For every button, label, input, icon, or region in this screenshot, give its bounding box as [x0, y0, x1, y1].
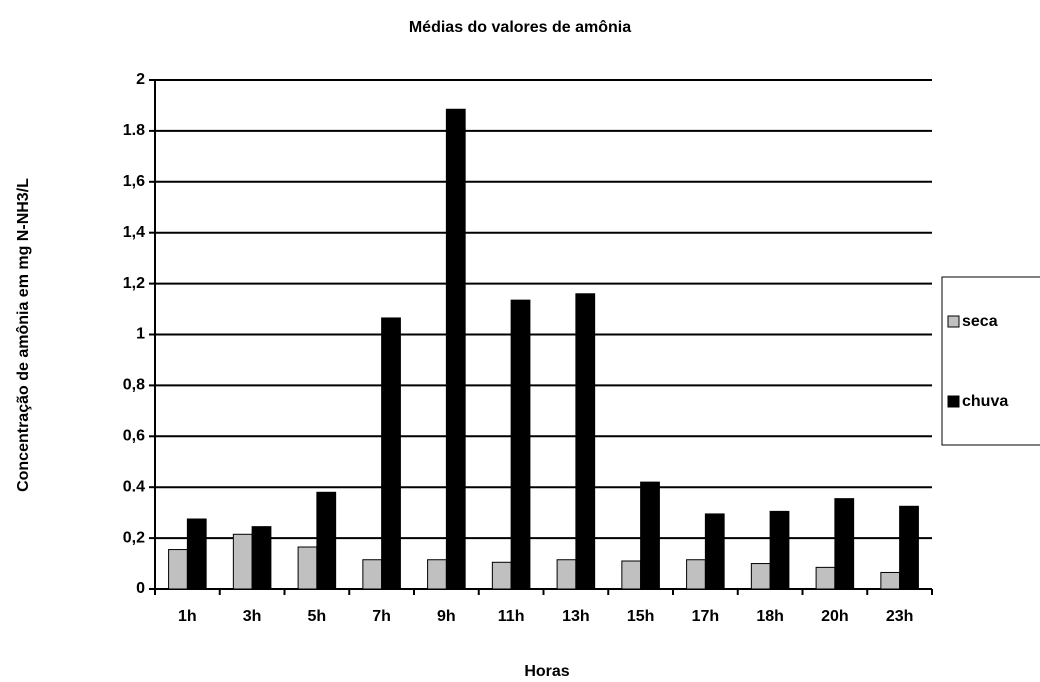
y-tick-label: 0,6 — [123, 428, 145, 445]
bar — [621, 560, 642, 590]
bar — [510, 299, 531, 590]
bar — [704, 513, 725, 590]
chart-title: Médias do valores de amônia — [409, 19, 631, 36]
x-tick-label: 3h — [243, 608, 262, 625]
bar — [556, 559, 577, 590]
bar — [686, 559, 706, 590]
y-tick-label: 2 — [136, 71, 145, 88]
legend-swatch — [947, 315, 960, 328]
y-tick-label: 1,4 — [123, 224, 145, 241]
x-tick-label: 20h — [821, 608, 849, 625]
bar — [815, 566, 836, 590]
x-tick-label: 18h — [756, 608, 784, 625]
bar — [899, 505, 919, 590]
bar — [750, 563, 771, 590]
legend-box — [941, 276, 1040, 446]
legend-swatch — [947, 395, 960, 408]
x-tick-label: 23h — [886, 608, 914, 625]
legend-label: chuva — [962, 393, 1008, 410]
y-tick-label: 0 — [136, 580, 145, 597]
x-tick-label: 13h — [562, 608, 590, 625]
bar — [186, 518, 207, 590]
y-tick-label: 0,8 — [123, 377, 145, 394]
y-tick-label: 1.8 — [123, 122, 145, 139]
bar — [362, 559, 383, 590]
bar — [445, 108, 466, 590]
bar — [769, 510, 790, 590]
bar — [168, 549, 188, 590]
x-tick-label: 1h — [178, 608, 197, 625]
x-tick-label: 15h — [627, 608, 655, 625]
y-tick-label: 1,6 — [123, 173, 145, 190]
bar — [834, 498, 855, 590]
y-tick-label: 1 — [136, 326, 145, 343]
legend-label: seca — [962, 313, 998, 330]
bar — [491, 561, 512, 590]
y-tick-label: 0,2 — [123, 529, 145, 546]
x-tick-label: 7h — [372, 608, 391, 625]
y-tick-label: 0.4 — [123, 478, 145, 495]
bar — [251, 526, 272, 590]
bar — [232, 533, 253, 590]
x-axis-label: Horas — [524, 663, 569, 680]
bar — [381, 317, 401, 590]
bar — [427, 559, 447, 590]
y-tick-label: 1,2 — [123, 275, 145, 292]
x-tick-label: 17h — [692, 608, 720, 625]
x-tick-label: 5h — [308, 608, 327, 625]
bar — [880, 571, 901, 590]
bar — [640, 481, 660, 590]
x-tick-label: 11h — [498, 608, 525, 625]
bar — [575, 293, 596, 590]
y-axis-label: Concentração de amônia em mg N-NH3/L — [15, 178, 32, 492]
bar — [297, 546, 318, 590]
x-tick-label: 9h — [437, 608, 456, 625]
bar — [316, 491, 337, 590]
